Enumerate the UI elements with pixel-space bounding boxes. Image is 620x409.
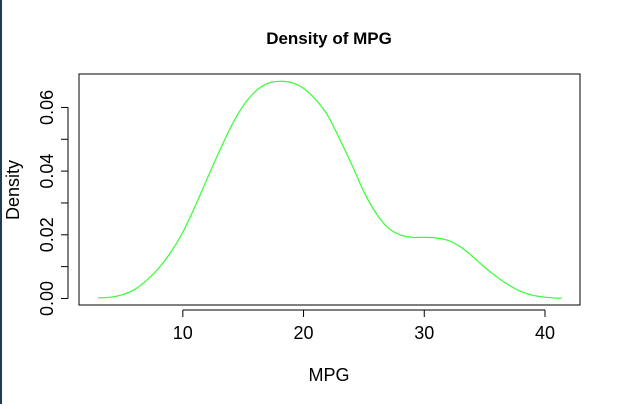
y-tick-label: 0.00 [37,281,57,316]
y-tick-label: 0.04 [37,154,57,189]
y-axis-label: Density [3,160,23,220]
y-tick-label: 0.02 [37,217,57,252]
x-tick-label: 30 [414,323,434,343]
x-axis-label: MPG [308,365,349,385]
chart-title: Density of MPG [266,29,392,48]
y-axis: 0.00 0.02 0.04 0.06 [37,90,69,316]
x-tick-label: 10 [173,323,193,343]
plot-box [78,73,581,306]
x-axis: 10 20 30 40 [173,309,555,343]
y-tick-label: 0.06 [37,90,57,125]
density-curve [98,80,562,299]
x-tick-label: 20 [294,323,314,343]
window-left-edge [0,0,2,404]
x-tick-label: 40 [535,323,555,343]
